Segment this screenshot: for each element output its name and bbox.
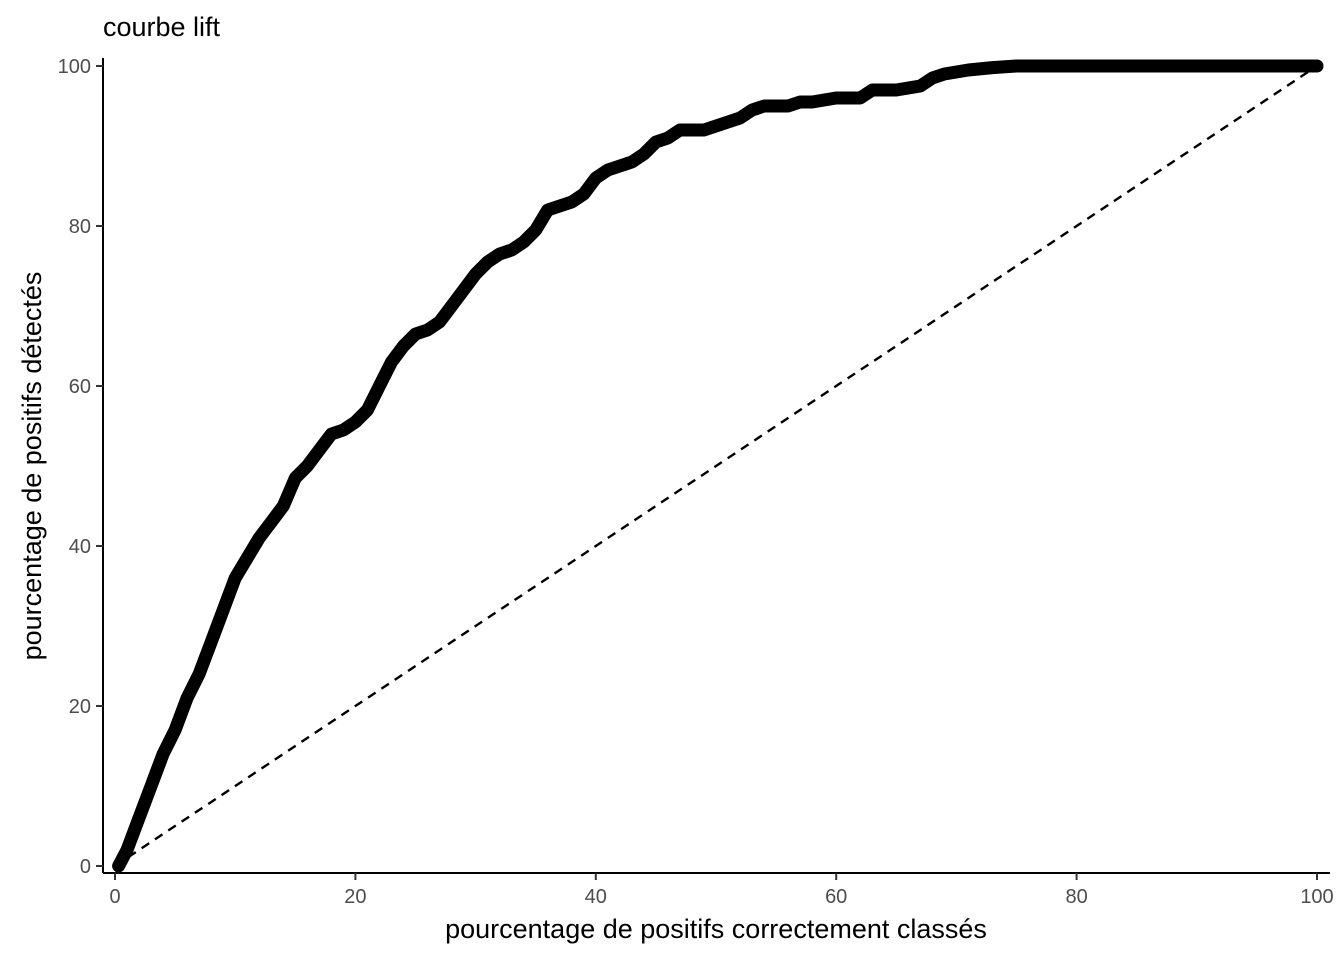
baseline-diagonal-line [114,65,1318,867]
y-axis-title: pourcentage de positifs détectés [17,272,47,661]
chart-title: courbe lift [103,12,221,42]
x-tick-label: 60 [825,886,847,908]
x-tick-label: 40 [585,886,607,908]
y-tick-label: 60 [69,376,91,398]
y-tick-label: 80 [69,216,91,238]
x-tick-label: 0 [109,886,120,908]
x-tick-label: 20 [344,886,366,908]
y-tick-label: 0 [80,856,91,878]
y-tick-label: 40 [69,536,91,558]
y-ticks: 0 20 40 60 80 100 [58,56,103,878]
y-tick-label: 100 [58,56,91,78]
lift-curve-line [112,59,1324,873]
x-ticks: 0 20 40 60 80 100 [109,873,1334,908]
series-layer [112,59,1324,873]
x-tick-label: 80 [1065,886,1087,908]
y-tick-label: 20 [69,696,91,718]
x-tick-label: 100 [1300,886,1333,908]
plot-area: 0 20 40 60 80 100 0 20 40 60 80 100 [58,56,1334,908]
x-axis-title: pourcentage de positifs correctement cla… [445,914,987,944]
